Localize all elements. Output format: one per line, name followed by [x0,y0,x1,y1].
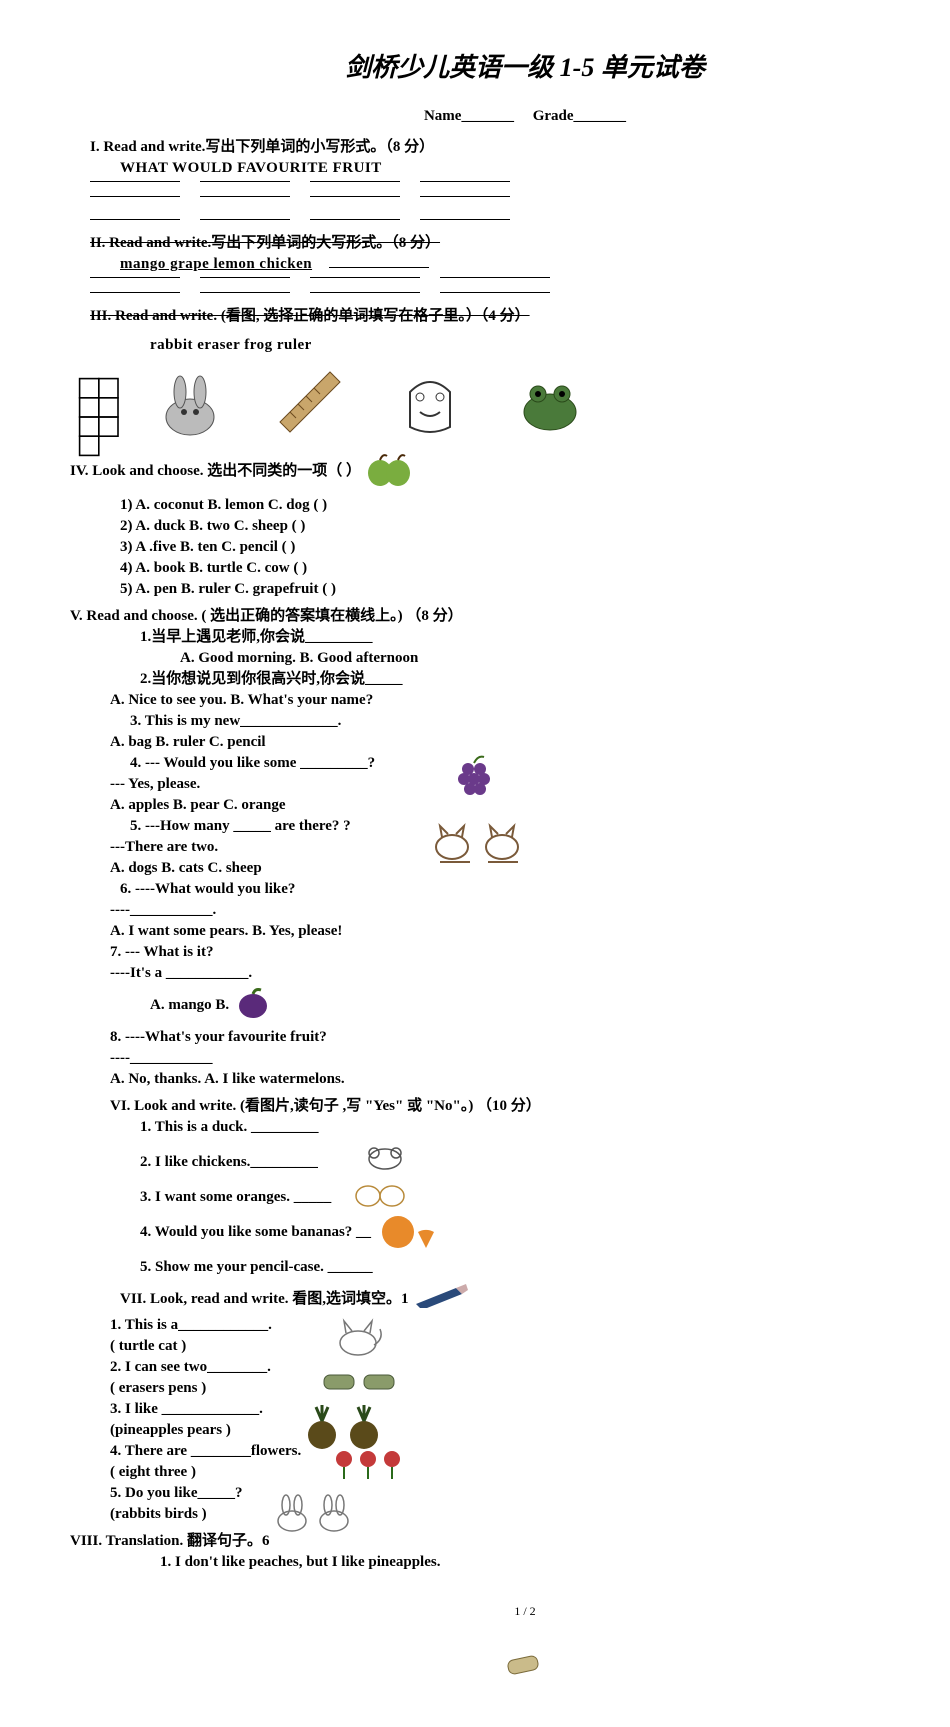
section-1-words: WHAT WOULD FAVOURITE FRUIT [120,158,950,179]
section-8-head: VIII. Translation. 翻译句子。6 [70,1531,950,1552]
o7-3: (pineapples pears ) [110,1420,950,1441]
section-3-head-text: III. Read and write. (看图, 选择正确的单词填写在格子里。… [90,308,530,324]
q5-1: 1.当早上遇见老师,你会说_________ [140,627,950,648]
q5-4b: --- Yes, please. [110,774,950,795]
bag-icon [390,362,470,442]
a5-7: A. mango B. [150,984,950,1027]
a5-5: A. dogs B. cats C. sheep [110,858,950,879]
cats-icon [430,812,530,879]
a5-3: A. bag B. ruler C. pencil [110,732,950,753]
name-grade-line: Name_______ Grade_______ [50,106,950,127]
q5-7: 7. --- What is it? [110,942,950,963]
section-1-blanks [90,181,950,204]
section-3-words: rabbit eraser frog ruler [150,335,950,356]
grid-icon [70,377,110,427]
q4-3: 3) A .five B. ten C. pencil ( ) [120,537,950,558]
eggplant-icon [233,984,273,1027]
section-4-head: IV. Look and choose. 选出不同类的一项（ ） [70,448,950,495]
a5-4: A. apples B. pear C. orange [110,795,950,816]
q7-4: 4. There are ________flowers. [110,1441,950,1462]
section-2-words: mango grape lemon chicken [120,254,950,275]
q5-7b-text: ----It's a ___________. [110,965,252,981]
section-2-head: II. Read and write.写出下列单词的大写形式。（8 分） [90,233,950,254]
section-1-blanks-2 [90,206,950,227]
cat-icon [330,1315,386,1366]
flowers-icon [330,1445,420,1488]
apple-icon [365,448,411,495]
q7-5: 5. Do you like_____? [110,1483,950,1504]
section-1-head: I. Read and write.写出下列单词的小写形式。（8 分） [90,137,950,158]
rabbits-icon [270,1485,360,1542]
q4-1: 1) A. coconut B. lemon C. dog ( ) [120,495,950,516]
section-4-head-text: IV. Look and choose. 选出不同类的一项（ ） [70,463,361,479]
o7-4: ( eight three ) [110,1462,950,1483]
grapes-icon [450,749,500,806]
q5-6b: ----___________. [110,900,950,921]
section-7-head-text: VII. Look, read and write. 看图,选词填空。1 [120,1291,409,1307]
q5-3: 3. This is my new_____________. [130,711,950,732]
q5-7b: ----It's a ___________. [110,963,950,984]
page-number: 1 / 2 [50,1603,950,1620]
pencil-icon [412,1284,472,1315]
q4-4: 4) A. book B. turtle C. cow ( ) [120,558,950,579]
q6-5: 5. Show me your pencil-case. ______ [140,1257,950,1278]
q7-1: 1. This is a____________. [110,1315,950,1336]
q6-1: 1. This is a duck. _________ [140,1117,950,1138]
q6-3: 3. I want some oranges. _____ [140,1187,950,1208]
q5-5b: ---There are two. [110,837,950,858]
q5-2: 2.当你想说见到你很高兴时,你会说_____ [140,669,950,690]
q4-5: 5) A. pen B. ruler C. grapefruit ( ) [120,579,950,600]
q6-4: 4. Would you like some bananas? __ [140,1222,950,1243]
a5-7-text: A. mango B. [150,997,229,1013]
q5-4: 4. --- Would you like some _________? [130,753,950,774]
q5-6: 6. ----What would you like? [120,879,950,900]
o7-1: ( turtle cat ) [110,1336,950,1357]
section-2-blanks [90,277,950,300]
name-label: Name [424,108,462,124]
orange-icon [380,1212,436,1259]
section-2-words-text: mango grape lemon chicken [120,256,312,272]
section-7-head: VII. Look, read and write. 看图,选词填空。1 [120,1284,950,1315]
eraser-footer-icon [50,1650,950,1687]
section-6-head: VI. Look and write. (看图片,读句子 ,写 "Yes" 或 … [110,1096,950,1117]
q5-8: 8. ----What's your favourite fruit? [110,1027,950,1048]
a5-2: A. Nice to see you. B. What's your name? [110,690,950,711]
section-2-head-text: II. Read and write.写出下列单词的大写形式。（8 分） [90,235,440,251]
q5-5: 5. ---How many _____ are there? ? [130,816,950,837]
a5-1: A. Good morning. B. Good afternoon [180,648,950,669]
q5-8b: ----___________ [110,1048,950,1069]
o7-5: (rabbits birds ) [110,1504,950,1525]
section-3-icons [70,362,950,442]
section-5-head: V. Read and choose. ( 选出正确的答案填在横线上。) （8 … [70,606,950,627]
a5-8: A. No, thanks. A. I like watermelons. [110,1069,950,1090]
ruler-icon [270,362,350,442]
a5-6: A. I want some pears. B. Yes, please! [110,921,950,942]
section-3-head: III. Read and write. (看图, 选择正确的单词填写在格子里。… [90,306,950,327]
rabbit-icon [150,362,230,442]
frog-icon [510,362,590,442]
q7-2: 2. I can see two________. [110,1357,950,1378]
grade-label: Grade [533,108,574,124]
q6-2: 2. I like chickens._________ [140,1152,950,1173]
q7-3: 3. I like _____________. [110,1399,950,1420]
page-title: 剑桥少儿英语一级 1-5 单元试卷 [50,50,950,86]
erasers-icon [320,1367,400,1404]
o7-2: ( erasers pens ) [110,1378,950,1399]
q8-1: 1. I don't like peaches, but I like pine… [160,1552,950,1573]
q4-2: 2) A. duck B. two C. sheep ( ) [120,516,950,537]
